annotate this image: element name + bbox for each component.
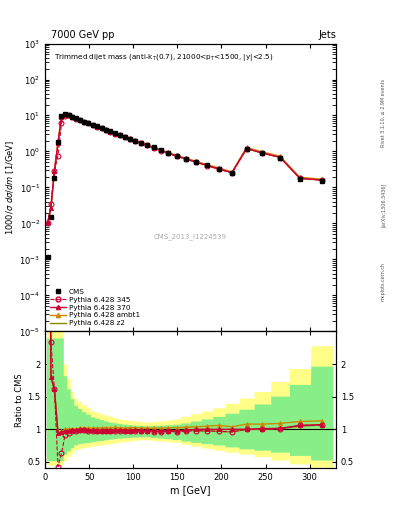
Text: Rivet 3.1.10, ≥ 2.9M events: Rivet 3.1.10, ≥ 2.9M events [381, 78, 386, 147]
X-axis label: m [GeV]: m [GeV] [170, 485, 211, 495]
Text: Jets: Jets [318, 30, 336, 40]
Text: mcplots.cern.ch: mcplots.cern.ch [381, 262, 386, 301]
Text: [arXiv:1306.3436]: [arXiv:1306.3436] [381, 183, 386, 227]
Legend: CMS, Pythia 6.428 345, Pythia 6.428 370, Pythia 6.428 ambt1, Pythia 6.428 z2: CMS, Pythia 6.428 345, Pythia 6.428 370,… [49, 287, 141, 328]
Text: CMS_2013_I1224539: CMS_2013_I1224539 [154, 233, 227, 240]
Y-axis label: $1000/\sigma\ d\sigma/dm\ [1/\mathrm{GeV}]$: $1000/\sigma\ d\sigma/dm\ [1/\mathrm{GeV… [5, 140, 17, 235]
Text: 7000 GeV pp: 7000 GeV pp [51, 30, 115, 40]
Text: Trimmed dijet mass (anti-k$_{\mathsf{T}}$(0.7), 21000<p$_{\mathsf{T}}$<1500, |y|: Trimmed dijet mass (anti-k$_{\mathsf{T}}… [54, 52, 274, 63]
Y-axis label: Ratio to CMS: Ratio to CMS [15, 373, 24, 426]
